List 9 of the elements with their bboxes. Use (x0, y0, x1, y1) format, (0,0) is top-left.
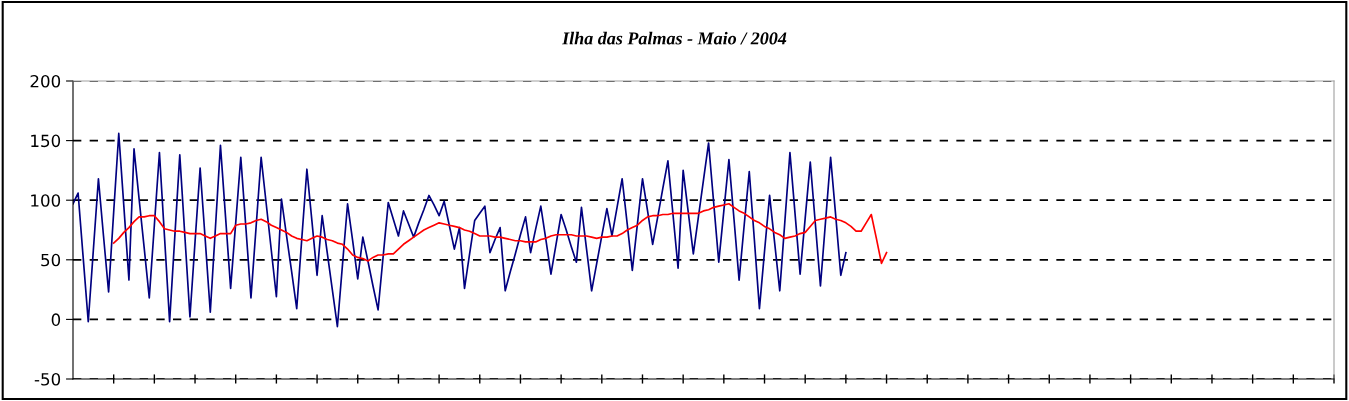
chart-title: Ilha das Palmas - Maio / 2004 (561, 31, 787, 45)
y-tick-label: -50 (34, 372, 61, 386)
line-series (112, 202, 888, 265)
line-series (73, 132, 847, 328)
y-tick-label: 0 (51, 313, 61, 326)
y-tick-label: 150 (31, 134, 61, 148)
y-tick-label: 100 (31, 194, 61, 207)
y-tick-label: 200 (30, 74, 61, 88)
y-tick-label: 50 (41, 253, 61, 267)
